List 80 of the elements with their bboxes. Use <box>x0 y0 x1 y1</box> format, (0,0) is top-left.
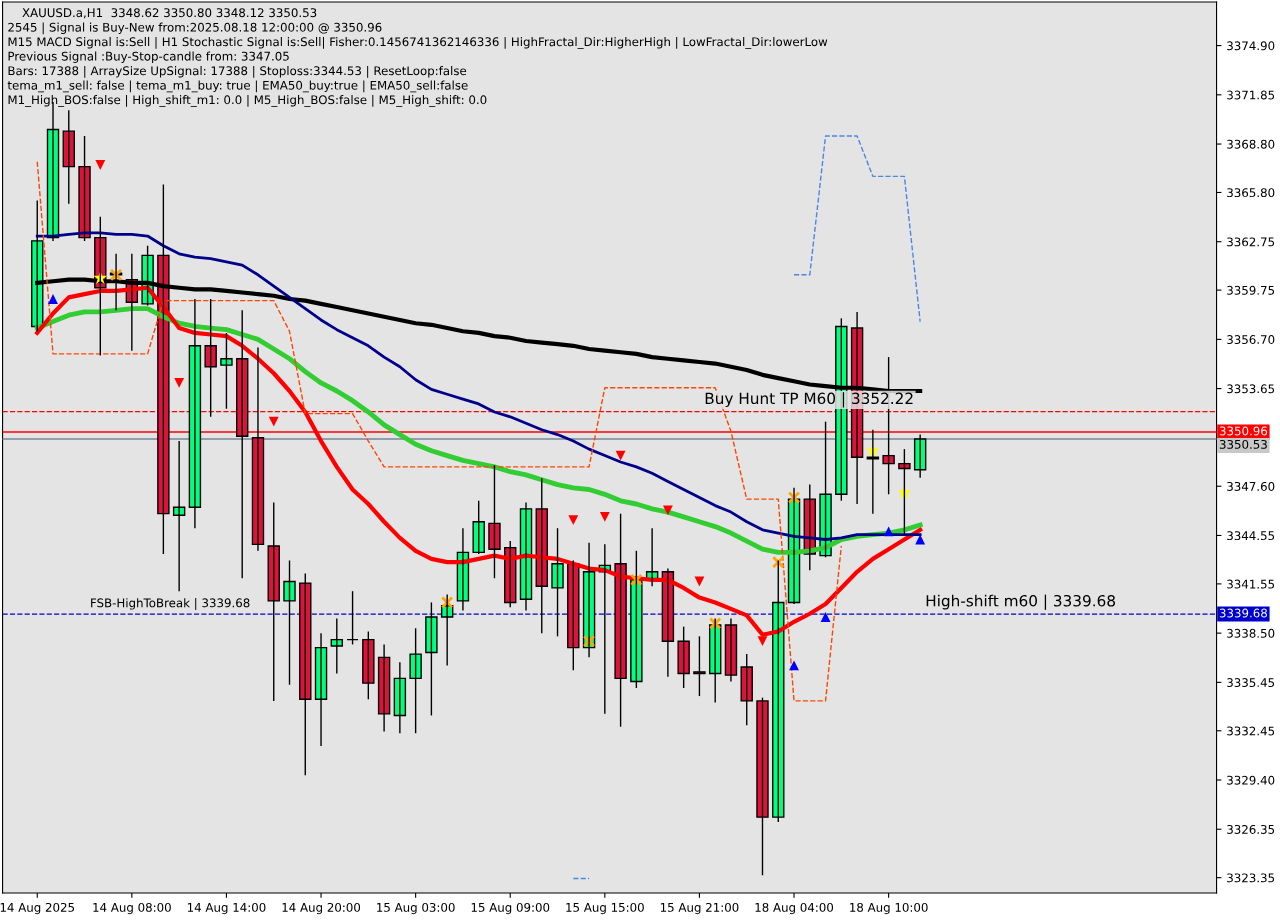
y-tick-label: 3323.35 <box>1227 873 1275 883</box>
x-tick-label: 14 Aug 2025 <box>0 902 75 915</box>
x-tick-label: 15 Aug 03:00 <box>377 902 455 915</box>
annotation: Bars: 17388 | ArraySize UpSignal: 17388 | Stoploss:3344.53 | ResetLoop:false <box>8 66 467 78</box>
y-tick-label: 3347.60 <box>1227 481 1275 491</box>
point <box>789 660 799 671</box>
point <box>174 378 185 388</box>
point <box>568 515 579 526</box>
y-tick-label: 3371.85 <box>1227 90 1275 100</box>
candlestick <box>551 527 564 638</box>
annotation: M1_High_BOS:false | High_shift_m1: 0.0 | M5_High_BOS:false | M5_High_shift: 0.0 <box>8 95 487 107</box>
candlestick <box>362 630 375 700</box>
annotation: FSB-HighToBreak | 3339.68 <box>91 598 250 610</box>
y-tick-label: 3341.55 <box>1227 579 1275 589</box>
candlestick <box>204 298 217 418</box>
point <box>771 555 785 569</box>
y-tick-label: 3329.40 <box>1227 775 1275 785</box>
candlestick <box>740 653 753 726</box>
point <box>915 534 926 545</box>
point <box>820 612 831 622</box>
x-tick-label: 15 Aug 09:00 <box>471 902 550 915</box>
annotation: Previous Signal :Buy-Stop-candle from: 3347.05 <box>8 51 289 63</box>
candlestick <box>346 590 359 646</box>
candlestick <box>220 332 233 410</box>
point <box>757 636 768 647</box>
candlestick <box>693 635 706 697</box>
annotation: tema_m1_sell: false | tema_m1_buy: true | EMA50_buy:true | EMA50_sell:false <box>7 80 468 93</box>
candlestick <box>472 500 485 555</box>
candlestick <box>425 601 438 717</box>
annotation: 2545 | Signal is Buy-New from:2025.08.18 12:00:00 @ 3350.96 <box>8 22 382 35</box>
x-tick-label: 14 Aug 14:00 <box>187 902 266 915</box>
candlestick <box>898 448 911 536</box>
y-tick-label: 3338.50 <box>1227 628 1275 638</box>
candlestick <box>488 464 501 579</box>
line-series <box>34 306 923 555</box>
candlestick <box>78 135 91 242</box>
candlestick <box>582 542 596 659</box>
y-tick-label: 3356.70 <box>1227 335 1275 345</box>
y-tick-label: 3365.80 <box>1227 188 1275 198</box>
point <box>883 526 894 537</box>
chart-title: XAUUSD.a,H1 3348.62 3350.80 3348.12 3350.53 <box>22 8 317 19</box>
candlestick <box>267 501 280 702</box>
x-tick-label: 14 Aug 20:00 <box>282 902 361 915</box>
y-tick-label: 3344.55 <box>1227 531 1275 541</box>
candlestick <box>630 550 643 689</box>
candlestick <box>677 625 690 689</box>
point <box>694 576 705 587</box>
candlestick <box>756 696 769 876</box>
y-tick-label: 3359.75 <box>1227 285 1275 295</box>
x-tick-label: 18 Aug 10:00 <box>850 902 928 915</box>
y-tick-label: 3353.65 <box>1227 384 1275 394</box>
point <box>630 573 643 587</box>
annotation: M15 MACD Signal is:Sell | H1 Stochastic Signal is:Sell| Fisher:0.1456741362146336 | HighFractal_Dir:HigherHigh | LowFractal_Dir:lowerLow <box>8 37 828 49</box>
line-series <box>36 161 843 702</box>
annotation: Buy Hunt TP M60 | 3352.22 <box>705 392 913 408</box>
y-tick-label: 3368.80 <box>1227 139 1275 149</box>
candlestick <box>567 559 580 671</box>
ref-line-label: 3339.68 <box>1219 608 1267 618</box>
point <box>95 160 106 170</box>
candlestick <box>614 512 627 728</box>
point <box>615 450 626 461</box>
ref-line-label: 3350.96 <box>1219 426 1268 436</box>
candlestick <box>409 627 422 734</box>
point <box>599 512 610 522</box>
x-tick-label: 18 Aug 04:00 <box>755 902 834 915</box>
ref-line-label: 3350.53 <box>1219 439 1267 449</box>
y-tick-label: 3332.45 <box>1227 726 1275 736</box>
point <box>48 294 58 304</box>
y-tick-label: 3335.45 <box>1227 678 1275 688</box>
annotation: High-shift m60 | 3339.68 <box>926 594 1115 610</box>
candlestick <box>283 559 296 686</box>
y-tick-label: 3362.75 <box>1227 237 1275 247</box>
y-tick-label: 3374.90 <box>1227 41 1275 51</box>
x-tick-label: 14 Aug 08:00 <box>93 902 171 915</box>
point <box>662 505 673 516</box>
point <box>268 416 279 427</box>
x-tick-label: 15 Aug 15:00 <box>566 902 644 915</box>
candlestick <box>330 617 344 675</box>
y-tick-label: 3326.35 <box>1227 824 1275 834</box>
x-tick-label: 15 Aug 21:00 <box>660 902 739 915</box>
